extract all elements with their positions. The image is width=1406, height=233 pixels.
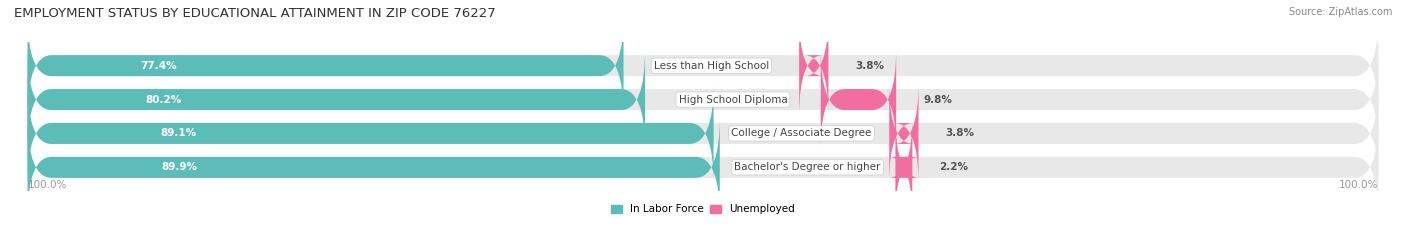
Text: High School Diploma: High School Diploma [679,95,787,105]
Text: 100.0%: 100.0% [28,180,67,190]
Text: 3.8%: 3.8% [855,61,884,71]
Text: EMPLOYMENT STATUS BY EDUCATIONAL ATTAINMENT IN ZIP CODE 76227: EMPLOYMENT STATUS BY EDUCATIONAL ATTAINM… [14,7,496,20]
Text: College / Associate Degree: College / Associate Degree [731,128,872,138]
Text: 80.2%: 80.2% [145,95,181,105]
Text: 9.8%: 9.8% [924,95,952,105]
Text: 89.1%: 89.1% [160,128,197,138]
Text: 77.4%: 77.4% [141,61,177,71]
Text: Source: ZipAtlas.com: Source: ZipAtlas.com [1288,7,1392,17]
FancyBboxPatch shape [821,49,896,150]
Text: 2.2%: 2.2% [939,162,969,172]
FancyBboxPatch shape [28,15,623,116]
FancyBboxPatch shape [28,117,720,218]
FancyBboxPatch shape [28,49,645,150]
Text: Bachelor's Degree or higher: Bachelor's Degree or higher [734,162,880,172]
Text: 89.9%: 89.9% [162,162,198,172]
FancyBboxPatch shape [799,15,828,116]
FancyBboxPatch shape [889,117,920,218]
Text: 3.8%: 3.8% [945,128,974,138]
FancyBboxPatch shape [28,83,1378,184]
FancyBboxPatch shape [28,83,714,184]
FancyBboxPatch shape [28,49,1378,150]
Text: 100.0%: 100.0% [1339,180,1378,190]
FancyBboxPatch shape [28,117,1378,218]
Legend: In Labor Force, Unemployed: In Labor Force, Unemployed [607,200,799,219]
FancyBboxPatch shape [889,83,918,184]
Text: Less than High School: Less than High School [654,61,769,71]
FancyBboxPatch shape [28,15,1378,116]
